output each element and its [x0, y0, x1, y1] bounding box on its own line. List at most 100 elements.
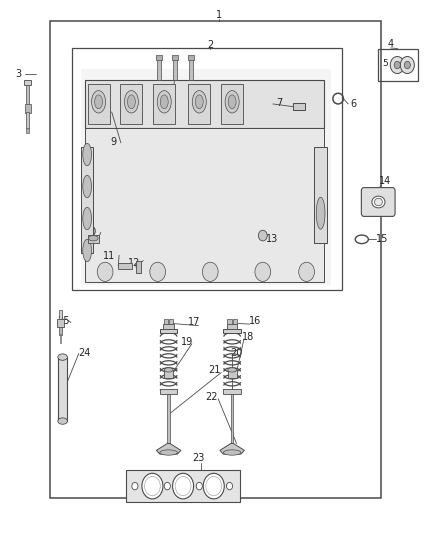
Bar — [118, 263, 132, 269]
Circle shape — [202, 262, 218, 281]
Text: 25: 25 — [57, 317, 69, 326]
Circle shape — [255, 262, 271, 281]
Bar — [88, 84, 110, 124]
Text: 5: 5 — [382, 59, 388, 68]
Ellipse shape — [58, 354, 67, 360]
Bar — [160, 329, 177, 333]
Text: 24: 24 — [78, 349, 90, 358]
Text: 23: 23 — [192, 454, 205, 463]
Text: 3: 3 — [15, 69, 21, 78]
Text: 22: 22 — [205, 392, 218, 402]
Circle shape — [400, 56, 414, 74]
Bar — [173, 58, 177, 80]
Circle shape — [390, 56, 404, 74]
Ellipse shape — [124, 91, 138, 113]
Bar — [59, 310, 62, 319]
Bar — [26, 112, 29, 129]
Text: 1: 1 — [216, 10, 222, 20]
Bar — [88, 235, 99, 243]
Circle shape — [226, 482, 233, 490]
Ellipse shape — [157, 91, 171, 113]
Circle shape — [404, 61, 410, 69]
Bar — [188, 84, 210, 124]
Bar — [72, 48, 342, 290]
Circle shape — [258, 230, 267, 241]
Text: 9: 9 — [110, 137, 116, 147]
Circle shape — [132, 482, 138, 490]
Ellipse shape — [372, 196, 385, 208]
Text: 7: 7 — [276, 98, 282, 108]
Text: 19: 19 — [180, 337, 193, 347]
Bar — [228, 370, 237, 378]
FancyBboxPatch shape — [361, 188, 395, 216]
Bar — [223, 389, 241, 394]
Bar — [81, 69, 331, 285]
Ellipse shape — [228, 368, 237, 372]
Text: 11: 11 — [103, 252, 116, 261]
Bar — [221, 84, 243, 124]
Bar — [160, 389, 177, 394]
Bar — [223, 329, 241, 333]
Bar — [227, 319, 232, 324]
Ellipse shape — [83, 175, 92, 198]
Text: 6: 6 — [350, 99, 357, 109]
Circle shape — [394, 61, 400, 69]
Bar — [164, 370, 173, 378]
Bar — [58, 357, 67, 421]
Ellipse shape — [83, 207, 92, 230]
Ellipse shape — [160, 95, 168, 109]
Circle shape — [203, 473, 224, 499]
Ellipse shape — [83, 239, 92, 262]
Text: 4: 4 — [388, 39, 394, 49]
Bar — [25, 104, 31, 113]
Bar — [169, 319, 173, 324]
Text: 2: 2 — [207, 40, 213, 50]
Text: 13: 13 — [266, 235, 278, 244]
Bar — [26, 128, 29, 133]
Bar — [378, 49, 418, 81]
Text: 12: 12 — [128, 258, 141, 268]
Text: 17: 17 — [188, 318, 200, 327]
Text: 20: 20 — [230, 348, 243, 358]
Bar — [233, 319, 237, 324]
Circle shape — [164, 482, 170, 490]
Bar — [57, 319, 64, 327]
Bar — [50, 21, 381, 498]
Text: 14: 14 — [379, 176, 392, 186]
Bar — [24, 80, 31, 85]
Bar — [85, 128, 324, 282]
Bar — [136, 261, 141, 273]
Bar — [163, 324, 174, 329]
Ellipse shape — [223, 450, 241, 455]
Ellipse shape — [92, 91, 106, 113]
Ellipse shape — [228, 95, 236, 109]
Ellipse shape — [195, 95, 203, 109]
Text: 16: 16 — [249, 316, 261, 326]
Ellipse shape — [95, 95, 102, 109]
Bar — [172, 55, 178, 60]
Circle shape — [196, 482, 202, 490]
Bar — [164, 319, 168, 324]
Ellipse shape — [167, 443, 170, 447]
Bar — [157, 58, 161, 80]
Bar — [231, 394, 233, 445]
Circle shape — [299, 262, 314, 281]
Text: 21: 21 — [208, 366, 221, 375]
Ellipse shape — [88, 236, 98, 241]
Circle shape — [142, 473, 163, 499]
Ellipse shape — [164, 368, 173, 372]
Bar — [120, 84, 142, 124]
Ellipse shape — [83, 143, 92, 166]
Ellipse shape — [127, 95, 135, 109]
Text: 8: 8 — [162, 103, 169, 112]
Circle shape — [97, 262, 113, 281]
Circle shape — [173, 473, 194, 499]
Bar — [60, 334, 61, 343]
Ellipse shape — [58, 418, 67, 424]
Ellipse shape — [160, 450, 177, 455]
Bar — [156, 55, 162, 60]
Bar — [85, 80, 324, 128]
Ellipse shape — [225, 91, 239, 113]
Bar — [59, 327, 62, 335]
Bar — [26, 85, 29, 106]
